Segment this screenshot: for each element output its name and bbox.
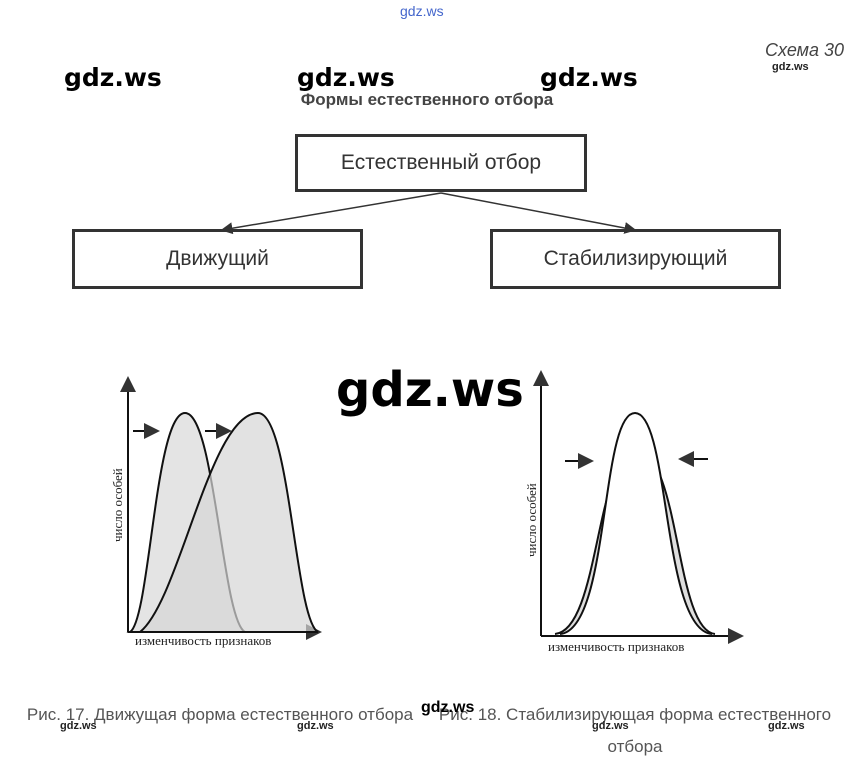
- watermark: gdz.ws: [60, 720, 97, 732]
- node: Движущий: [72, 229, 363, 289]
- watermark: gdz.ws: [772, 61, 809, 73]
- x-axis-label: изменчивость признаков: [135, 633, 271, 648]
- watermark: gdz.ws: [768, 720, 805, 732]
- x-axis-label: изменчивость признаков: [548, 639, 684, 654]
- watermark: gdz.ws: [336, 362, 524, 418]
- title: Формы естественного отбора: [300, 90, 554, 109]
- scheme-number: Схема 30: [765, 40, 844, 60]
- watermark: gdz.ws: [421, 699, 475, 716]
- chart-left: [120, 376, 322, 640]
- caption: Рис. 17. Движущая форма естественного от…: [26, 705, 414, 724]
- watermark: gdz.ws: [540, 63, 638, 92]
- arrow: [440, 192, 637, 234]
- watermark: gdz.ws: [297, 63, 395, 92]
- y-axis-label: число особей: [524, 483, 539, 557]
- watermark: gdz.ws: [297, 720, 334, 732]
- node: Естественный отбор: [295, 134, 587, 192]
- watermark: gdz.ws: [400, 3, 444, 19]
- caption: Рис. 18. Стабилизирующая форма естествен…: [438, 705, 832, 756]
- watermark: gdz.ws: [592, 720, 629, 732]
- watermark: gdz.ws: [64, 63, 162, 92]
- arrow: [220, 192, 442, 235]
- node: Стабилизирующий: [490, 229, 781, 289]
- y-axis-label: число особей: [110, 468, 125, 542]
- chart-right: [533, 370, 744, 644]
